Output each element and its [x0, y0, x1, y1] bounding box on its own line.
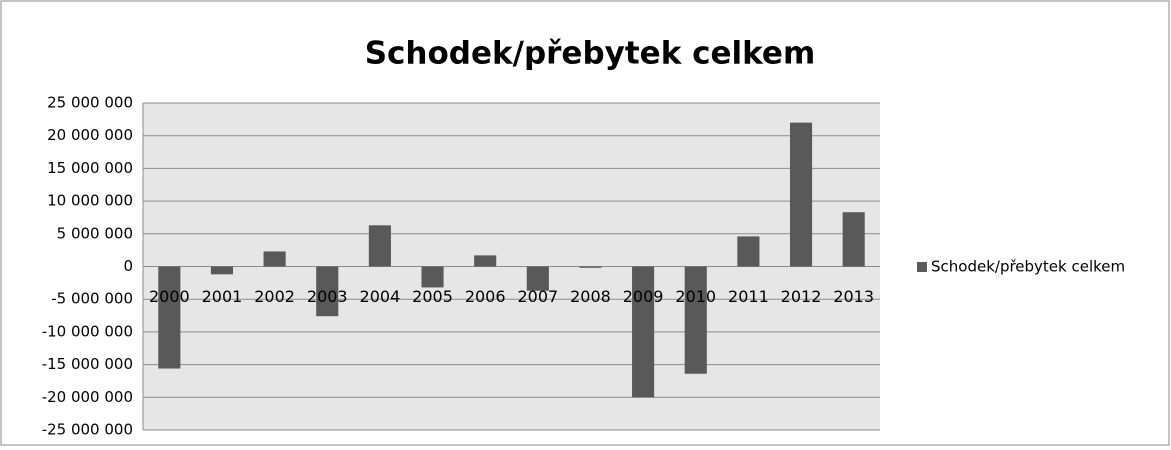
- y-tick-label: -5 000 000: [51, 290, 133, 308]
- bar: [526, 266, 549, 291]
- y-tick-label: 10 000 000: [47, 192, 133, 210]
- chart-title: Schodek/přebytek celkem: [365, 36, 816, 72]
- x-tick-label: 2008: [570, 287, 611, 306]
- x-tick-label: 2006: [465, 287, 506, 306]
- bar: [737, 236, 760, 267]
- x-tick-label: 2009: [623, 287, 664, 306]
- x-tick-label: 2007: [517, 287, 558, 306]
- x-tick-label: 2013: [833, 287, 874, 306]
- bar: [158, 266, 181, 369]
- y-tick-label: 15 000 000: [47, 159, 133, 177]
- x-tick-label: 2004: [360, 287, 401, 306]
- legend-swatch: [917, 262, 927, 272]
- y-tick-label: 25 000 000: [47, 94, 133, 112]
- x-tick-label: 2003: [307, 287, 348, 306]
- y-tick-label: -25 000 000: [42, 421, 133, 439]
- bar: [474, 255, 497, 267]
- bar: [684, 266, 707, 374]
- y-tick-label: 0: [123, 257, 133, 275]
- bar: [421, 266, 444, 288]
- y-tick-label: 20 000 000: [47, 126, 133, 144]
- x-tick-label: 2005: [412, 287, 453, 306]
- x-tick-label: 2012: [781, 287, 822, 306]
- x-tick-label: 2011: [728, 287, 769, 306]
- bar: [210, 266, 234, 275]
- y-tick-label: 5 000 000: [57, 224, 133, 242]
- x-tick-label: 2001: [202, 287, 243, 306]
- bar: [263, 251, 286, 267]
- y-tick-label: -20 000 000: [42, 388, 133, 406]
- x-tick-label: 2010: [675, 287, 716, 306]
- bar: [579, 266, 602, 268]
- bar: [316, 266, 339, 317]
- bar: [789, 122, 813, 267]
- y-tick-label: -10 000 000: [42, 322, 133, 340]
- y-tick-label: -15 000 000: [42, 355, 133, 373]
- bar: [632, 266, 655, 398]
- legend-label: Schodek/přebytek celkem: [931, 258, 1125, 276]
- bar: [368, 225, 391, 267]
- x-tick-label: 2002: [254, 287, 295, 306]
- x-tick-label: 2000: [149, 287, 190, 306]
- bar: [842, 212, 865, 267]
